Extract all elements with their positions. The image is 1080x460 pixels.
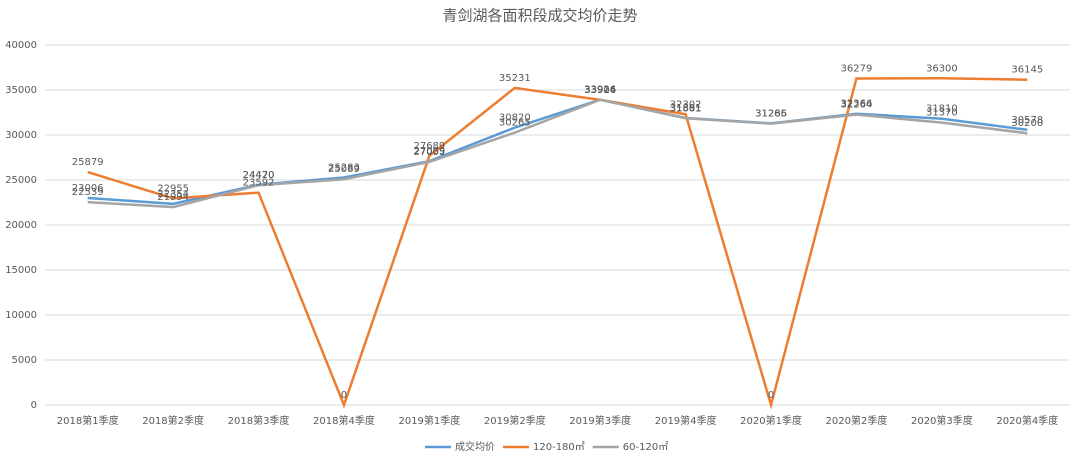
data-label: 22354 <box>157 189 189 200</box>
data-label: 36300 <box>926 63 958 74</box>
data-label: 22539 <box>72 187 104 198</box>
data-label: 30820 <box>499 113 531 124</box>
data-label: 32302 <box>670 99 702 110</box>
x-tick-label: 2020第2季度 <box>826 414 888 427</box>
data-label: 32264 <box>841 100 873 111</box>
data-label: 32366 <box>841 99 873 110</box>
x-tick-label: 2019第1季度 <box>398 414 460 427</box>
x-tick-label: 2019第3季度 <box>569 414 631 427</box>
legend-label: 120-180㎡ <box>533 441 585 453</box>
x-tick-label: 2020第1季度 <box>740 414 802 427</box>
data-label: 27689 <box>413 141 445 152</box>
data-label: 31286 <box>755 108 787 119</box>
data-label: 31370 <box>926 108 958 119</box>
x-tick-label: 2019第2季度 <box>484 414 546 427</box>
y-tick-label: 10000 <box>5 310 37 321</box>
y-tick-label: 35000 <box>5 85 37 96</box>
data-label: 36145 <box>1011 65 1043 76</box>
x-tick-label: 2019第4季度 <box>655 414 717 427</box>
data-label: 21994 <box>157 192 189 203</box>
data-label: 33926 <box>584 85 616 96</box>
x-tick-label: 2018第3季度 <box>228 414 290 427</box>
data-label: 31810 <box>926 104 958 115</box>
data-label: 25283 <box>328 162 360 173</box>
data-label: 33904 <box>584 85 616 96</box>
data-label: 30200 <box>1011 118 1043 129</box>
x-tick-label: 2020第4季度 <box>996 414 1058 427</box>
data-label: 36279 <box>841 63 873 74</box>
data-label: 30265 <box>499 118 531 129</box>
y-tick-label: 20000 <box>5 220 37 231</box>
y-tick-label: 25000 <box>5 175 37 186</box>
data-label: 31265 <box>755 109 787 120</box>
x-tick-label: 2018第4季度 <box>313 414 375 427</box>
legend-label: 60-120㎡ <box>623 441 668 453</box>
data-label: 31891 <box>670 103 702 114</box>
data-label: 0 <box>768 390 774 401</box>
data-label: 27089 <box>413 146 445 157</box>
data-label: 24470 <box>243 170 275 181</box>
data-label: 25879 <box>72 157 104 168</box>
data-label: 22955 <box>157 183 189 194</box>
data-label: 0 <box>341 390 347 401</box>
x-tick-label: 2018第2季度 <box>142 414 204 427</box>
data-label: 27005 <box>413 147 445 158</box>
data-label: 24420 <box>243 170 275 181</box>
legend-label: 成交均价 <box>455 440 495 453</box>
data-label: 31861 <box>670 103 702 114</box>
data-label: 33916 <box>584 85 616 96</box>
y-tick-label: 40000 <box>5 40 37 51</box>
data-label: 35231 <box>499 73 531 84</box>
legend: 成交均价 120-180㎡ 60-120㎡ <box>425 440 668 453</box>
data-label: 23592 <box>243 178 275 189</box>
y-tick-label: 0 <box>31 400 37 411</box>
series-line <box>87 98 1028 209</box>
y-tick-label: 5000 <box>12 355 37 366</box>
chart-title: 青剑湖各面积段成交均价走势 <box>442 7 637 25</box>
data-label: 30578 <box>1011 115 1043 126</box>
data-label: 25089 <box>328 164 360 175</box>
y-tick-label: 15000 <box>5 265 37 276</box>
x-tick-label: 2018第1季度 <box>57 414 119 427</box>
data-label: 23006 <box>72 183 104 194</box>
series-line <box>87 77 1028 410</box>
y-tick-label: 30000 <box>5 130 37 141</box>
x-tick-label: 2020第3季度 <box>911 414 973 427</box>
